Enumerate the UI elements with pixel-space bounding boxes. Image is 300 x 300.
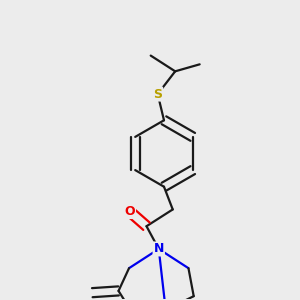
Text: N: N bbox=[154, 242, 164, 256]
Text: O: O bbox=[124, 205, 135, 218]
Text: S: S bbox=[153, 88, 162, 100]
